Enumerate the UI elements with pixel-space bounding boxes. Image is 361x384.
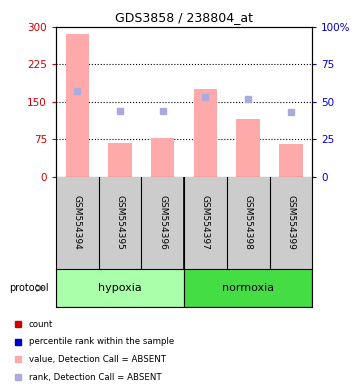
Text: hypoxia: hypoxia [98, 283, 142, 293]
Bar [279, 144, 303, 177]
Bar [56, 269, 184, 307]
Text: GSM554399: GSM554399 [286, 195, 295, 250]
Text: rank, Detection Call = ABSENT: rank, Detection Call = ABSENT [29, 372, 161, 382]
Text: count: count [29, 319, 53, 329]
Bar [66, 35, 89, 177]
Text: percentile rank within the sample: percentile rank within the sample [29, 337, 174, 346]
Bar [108, 143, 132, 177]
Text: protocol: protocol [9, 283, 49, 293]
Bar [236, 119, 260, 177]
Bar [151, 138, 174, 177]
Text: GSM554394: GSM554394 [73, 195, 82, 250]
Text: value, Detection Call = ABSENT: value, Detection Call = ABSENT [29, 355, 166, 364]
Title: GDS3858 / 238804_at: GDS3858 / 238804_at [115, 11, 253, 24]
Text: GSM554395: GSM554395 [116, 195, 125, 250]
Bar [184, 269, 312, 307]
Text: GSM554398: GSM554398 [244, 195, 253, 250]
Bar [194, 89, 217, 177]
Text: GSM554396: GSM554396 [158, 195, 167, 250]
Text: GSM554397: GSM554397 [201, 195, 210, 250]
Text: normoxia: normoxia [222, 283, 274, 293]
